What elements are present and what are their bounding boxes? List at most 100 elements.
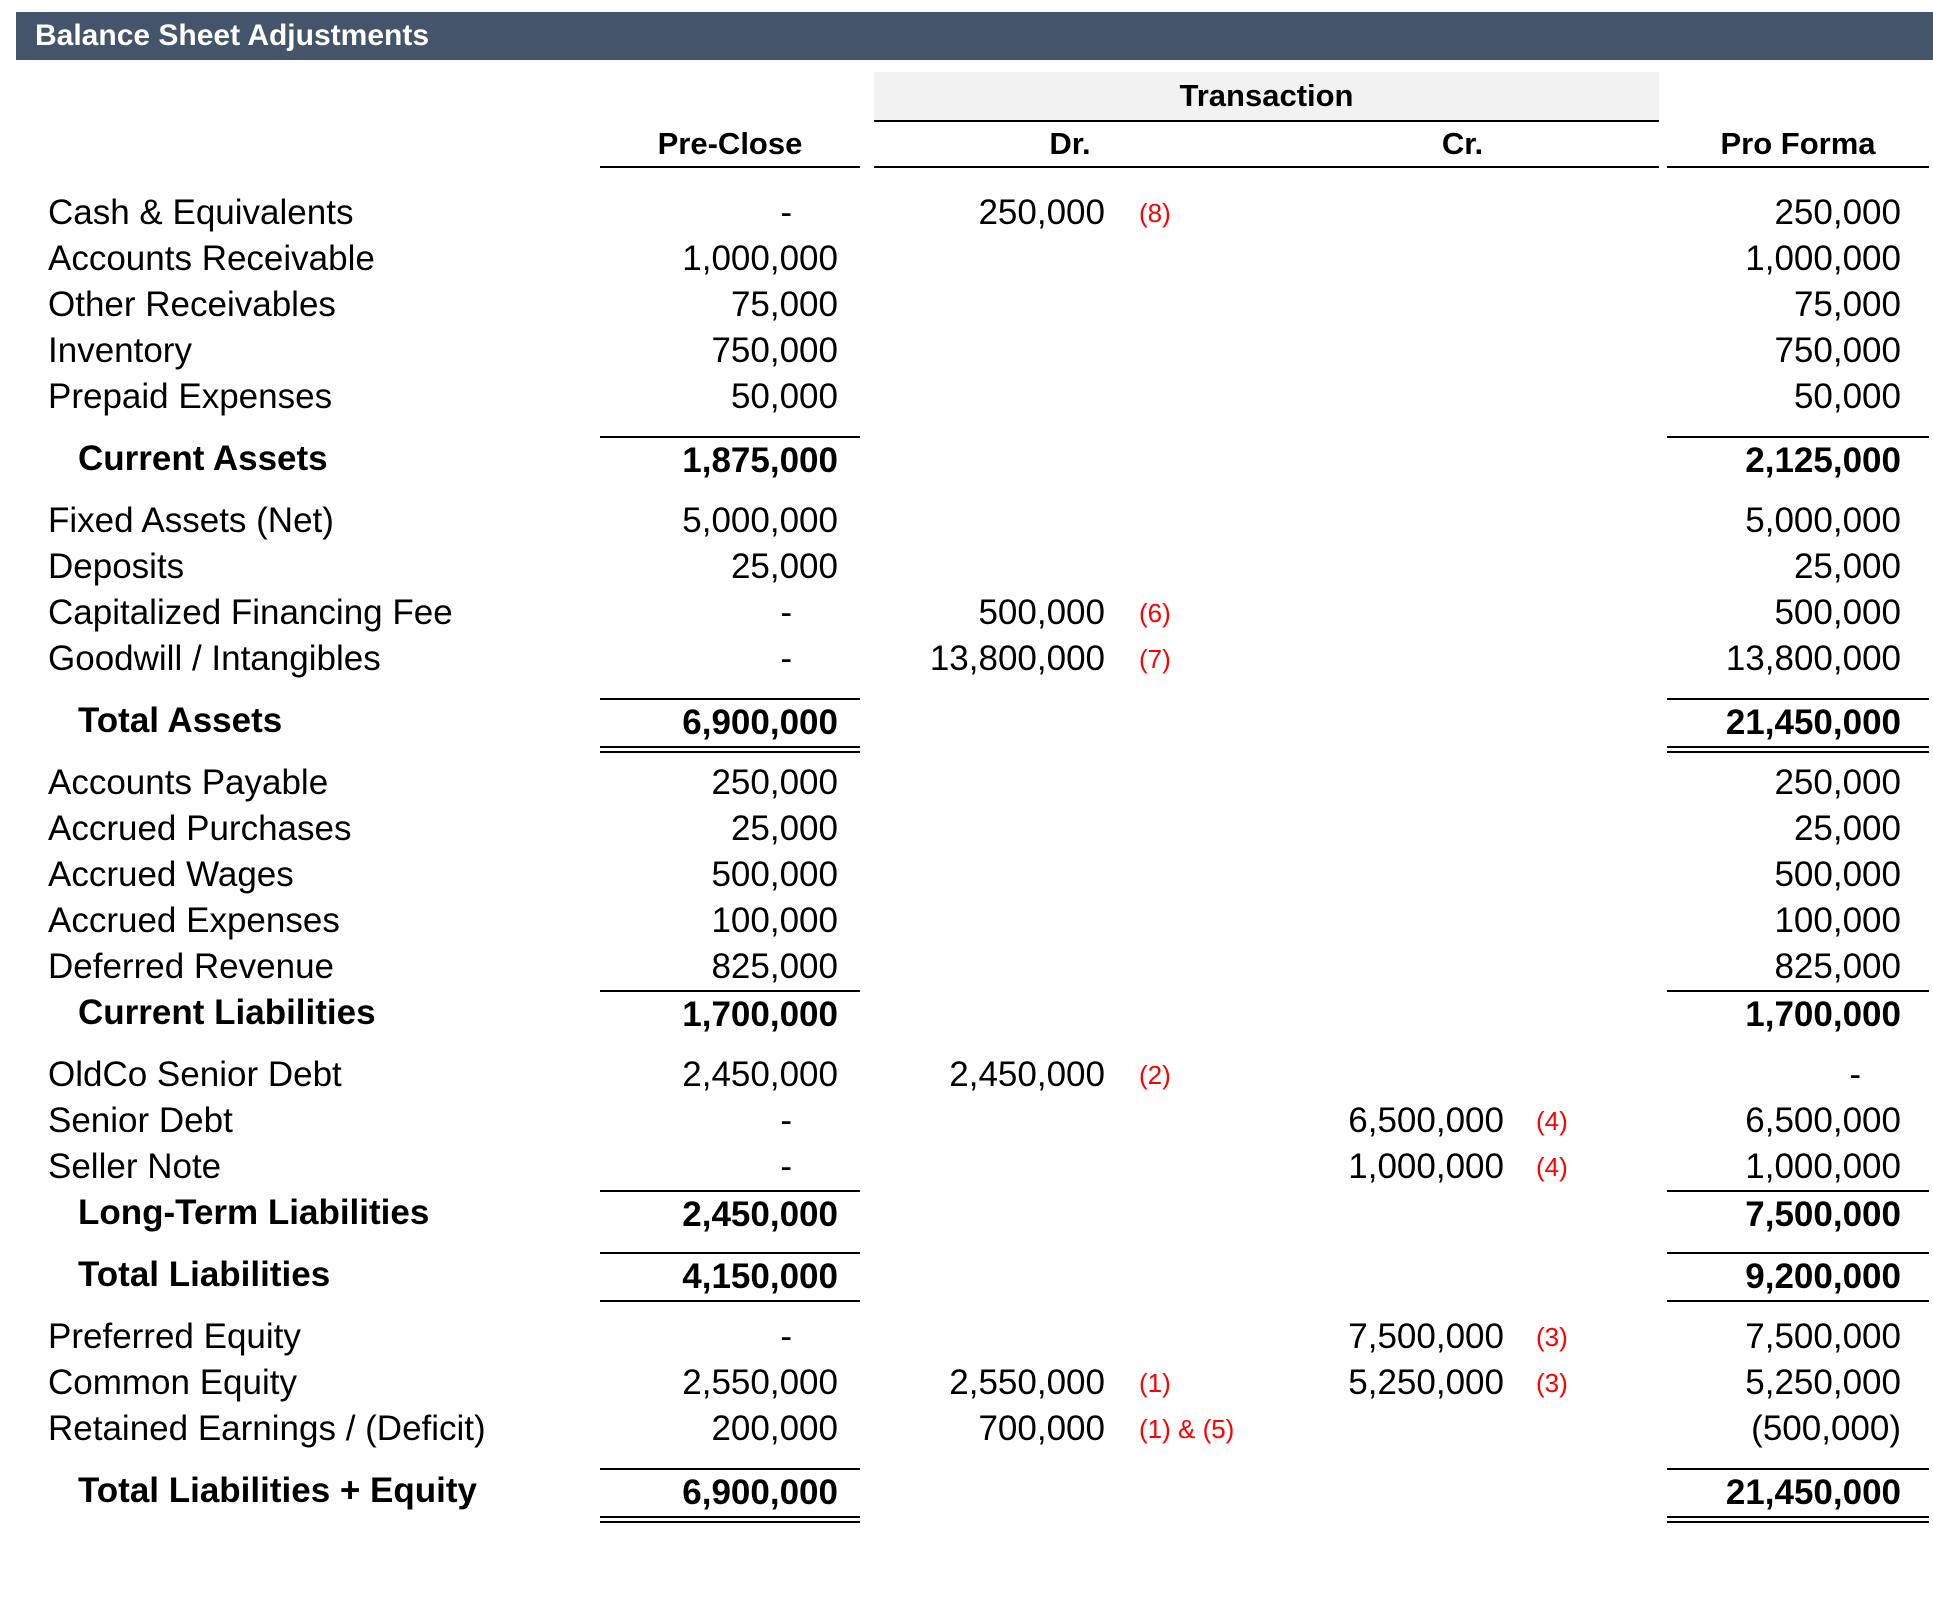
cr-reference[interactable] [1506, 1406, 1659, 1452]
dr-cell[interactable] [874, 1314, 1109, 1360]
row-label-cell[interactable]: Cash & Equivalents [48, 193, 354, 232]
pro-forma-cell[interactable]: 2,125,000 [1667, 436, 1929, 484]
cr-cell[interactable] [1266, 990, 1506, 1038]
row-label-cell[interactable]: Preferred Equity [48, 1317, 301, 1356]
row-label-cell[interactable]: Total Liabilities [78, 1255, 331, 1294]
cr-reference[interactable] [1506, 328, 1659, 374]
dr-reference[interactable]: (8) [1139, 198, 1171, 228]
cr-reference[interactable] [1506, 898, 1659, 944]
cr-cell[interactable] [1266, 806, 1506, 852]
cr-cell[interactable] [1266, 636, 1506, 682]
row-label-cell[interactable]: Fixed Assets (Net) [48, 501, 334, 540]
dr-reference[interactable] [1109, 944, 1266, 990]
cr-reference[interactable] [1506, 1468, 1659, 1523]
dr-reference[interactable] [1109, 328, 1266, 374]
dr-cell[interactable] [874, 1098, 1109, 1144]
cr-reference[interactable] [1506, 852, 1659, 898]
page-title[interactable]: Balance Sheet Adjustments [16, 12, 1933, 60]
cr-cell[interactable] [1266, 760, 1506, 806]
transaction-group-header[interactable]: Transaction [874, 72, 1659, 122]
pro-forma-cell[interactable]: 750,000 [1774, 331, 1901, 370]
cr-reference[interactable] [1506, 544, 1659, 590]
cr-cell[interactable] [1266, 1052, 1506, 1098]
pro-forma-cell[interactable]: 1,700,000 [1667, 990, 1929, 1038]
dr-reference[interactable] [1109, 1314, 1266, 1360]
row-label-cell[interactable]: Accounts Payable [48, 763, 329, 802]
cr-cell[interactable] [1266, 236, 1506, 282]
row-label-cell[interactable]: Deposits [48, 547, 185, 586]
pre-close-cell[interactable]: 1,000,000 [682, 239, 838, 278]
pro-forma-cell[interactable]: 500,000 [1774, 855, 1901, 894]
row-label-cell[interactable]: Accrued Wages [48, 855, 294, 894]
dr-reference[interactable] [1109, 760, 1266, 806]
pre-close-cell[interactable]: 4,150,000 [600, 1252, 860, 1302]
dr-reference[interactable]: (2) [1139, 1060, 1171, 1090]
pre-close-cell[interactable]: 2,450,000 [682, 1055, 838, 1094]
cr-reference[interactable] [1506, 190, 1659, 236]
dr-reference[interactable] [1109, 498, 1266, 544]
pre-close-cell[interactable]: 500,000 [711, 855, 838, 894]
pre-close-cell[interactable]: - [780, 639, 792, 678]
cr-reference[interactable]: (4) [1536, 1152, 1568, 1182]
pro-forma-cell[interactable]: 5,000,000 [1745, 501, 1901, 540]
dr-cell[interactable] [874, 436, 1109, 484]
dr-cell[interactable] [874, 852, 1109, 898]
pro-forma-cell[interactable]: 21,450,000 [1667, 698, 1929, 753]
dr-cell[interactable]: 250,000 [978, 193, 1105, 232]
dr-cell[interactable] [874, 1468, 1109, 1523]
pro-forma-cell[interactable]: 250,000 [1774, 193, 1901, 232]
cr-cell[interactable]: 6,500,000 [1348, 1101, 1504, 1140]
row-label-cell[interactable]: Accounts Receivable [48, 239, 375, 278]
pro-forma-cell[interactable]: 825,000 [1774, 947, 1901, 986]
pro-forma-cell[interactable]: 7,500,000 [1667, 1190, 1929, 1238]
cr-reference[interactable]: (3) [1536, 1368, 1568, 1398]
dr-reference[interactable] [1109, 1252, 1266, 1302]
pre-close-cell[interactable]: 6,900,000 [600, 698, 860, 753]
cr-cell[interactable] [1266, 898, 1506, 944]
cr-reference[interactable] [1506, 760, 1659, 806]
row-label-cell[interactable]: Deferred Revenue [48, 947, 334, 986]
pro-forma-cell[interactable]: 6,500,000 [1745, 1101, 1901, 1140]
cr-reference[interactable]: (4) [1536, 1106, 1568, 1136]
row-label-cell[interactable]: Total Assets [78, 701, 283, 740]
pro-forma-cell[interactable]: 250,000 [1774, 763, 1901, 802]
cr-cell[interactable] [1266, 698, 1506, 753]
pre-close-cell[interactable]: 25,000 [730, 809, 838, 848]
cr-reference[interactable] [1506, 1052, 1659, 1098]
dr-reference[interactable] [1109, 436, 1266, 484]
row-label-cell[interactable]: Current Liabilities [78, 993, 376, 1032]
pro-forma-cell[interactable]: 500,000 [1774, 593, 1901, 632]
cr-cell[interactable] [1266, 1190, 1506, 1238]
row-label-cell[interactable]: Total Liabilities + Equity [78, 1471, 477, 1510]
cr-cell[interactable] [1266, 1468, 1506, 1523]
pre-close-cell[interactable]: 50,000 [730, 377, 838, 416]
cr-cell[interactable] [1266, 374, 1506, 420]
dr-reference[interactable] [1109, 374, 1266, 420]
dr-reference[interactable] [1109, 1468, 1266, 1523]
column-header-cr[interactable]: Cr. [1266, 122, 1659, 168]
dr-reference[interactable] [1109, 990, 1266, 1038]
dr-reference[interactable]: (1) & (5) [1139, 1414, 1235, 1444]
pro-forma-cell[interactable]: 13,800,000 [1725, 639, 1901, 678]
cr-cell[interactable] [1266, 1252, 1506, 1302]
cr-reference[interactable] [1506, 282, 1659, 328]
pro-forma-cell[interactable]: - [1849, 1055, 1861, 1094]
cr-reference[interactable] [1506, 374, 1659, 420]
cr-cell[interactable] [1266, 1406, 1506, 1452]
pro-forma-cell[interactable]: 7,500,000 [1745, 1317, 1901, 1356]
pre-close-cell[interactable]: 25,000 [730, 547, 838, 586]
cr-cell[interactable]: 7,500,000 [1348, 1317, 1504, 1356]
cr-reference[interactable] [1506, 436, 1659, 484]
pro-forma-cell[interactable]: 25,000 [1793, 547, 1901, 586]
dr-cell[interactable] [874, 1190, 1109, 1238]
dr-cell[interactable] [874, 898, 1109, 944]
dr-reference[interactable] [1109, 806, 1266, 852]
cr-reference[interactable] [1506, 1252, 1659, 1302]
pre-close-cell[interactable]: 250,000 [711, 763, 838, 802]
cr-reference[interactable] [1506, 698, 1659, 753]
pre-close-cell[interactable]: - [780, 593, 792, 632]
row-label-cell[interactable]: Inventory [48, 331, 192, 370]
cr-reference[interactable] [1506, 944, 1659, 990]
cr-cell[interactable] [1266, 282, 1506, 328]
dr-reference[interactable]: (6) [1139, 598, 1171, 628]
